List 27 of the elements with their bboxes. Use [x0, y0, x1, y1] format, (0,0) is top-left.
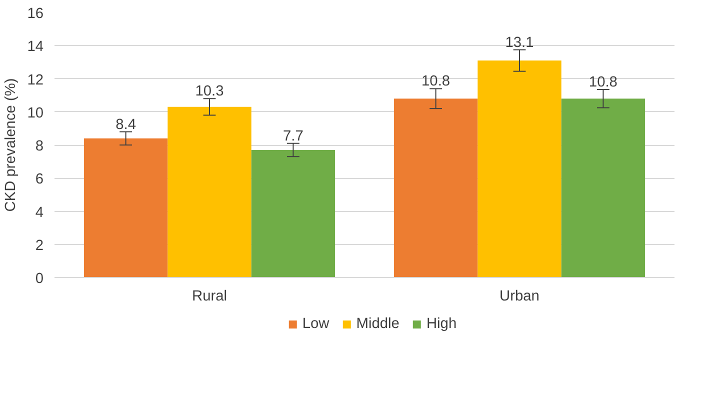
bar	[478, 60, 562, 278]
x-tick-label: Rural	[192, 288, 228, 304]
data-label: 10.8	[422, 74, 450, 90]
y-tick-label: 10	[27, 105, 44, 122]
x-tick-label: Urban	[500, 288, 540, 304]
bar	[394, 98, 478, 278]
y-tick-label: 8	[35, 138, 44, 154]
bar	[251, 150, 336, 278]
data-label: 10.3	[195, 84, 224, 100]
legend-label: Middle	[356, 316, 400, 332]
data-label: 10.8	[588, 74, 618, 91]
legend-label: High	[426, 316, 457, 332]
data-label: 7.7	[283, 128, 304, 144]
y-tick-label: 14	[27, 39, 44, 56]
legend-label: Low	[302, 316, 330, 332]
y-tick-label: 6	[35, 172, 44, 188]
y-tick-label: 2	[35, 238, 44, 254]
bar	[168, 106, 252, 278]
data-label: 13.1	[505, 34, 534, 51]
y-tick-label: 4	[35, 204, 44, 221]
data-label: 8.4	[116, 116, 136, 133]
y-tick-label: 0	[35, 271, 44, 287]
bar	[561, 98, 646, 278]
y-axis-title: CKD prevalence (%)	[3, 78, 20, 212]
y-tick-label: 16	[27, 6, 44, 22]
bar	[84, 138, 168, 278]
y-tick-label: 12	[27, 72, 44, 88]
